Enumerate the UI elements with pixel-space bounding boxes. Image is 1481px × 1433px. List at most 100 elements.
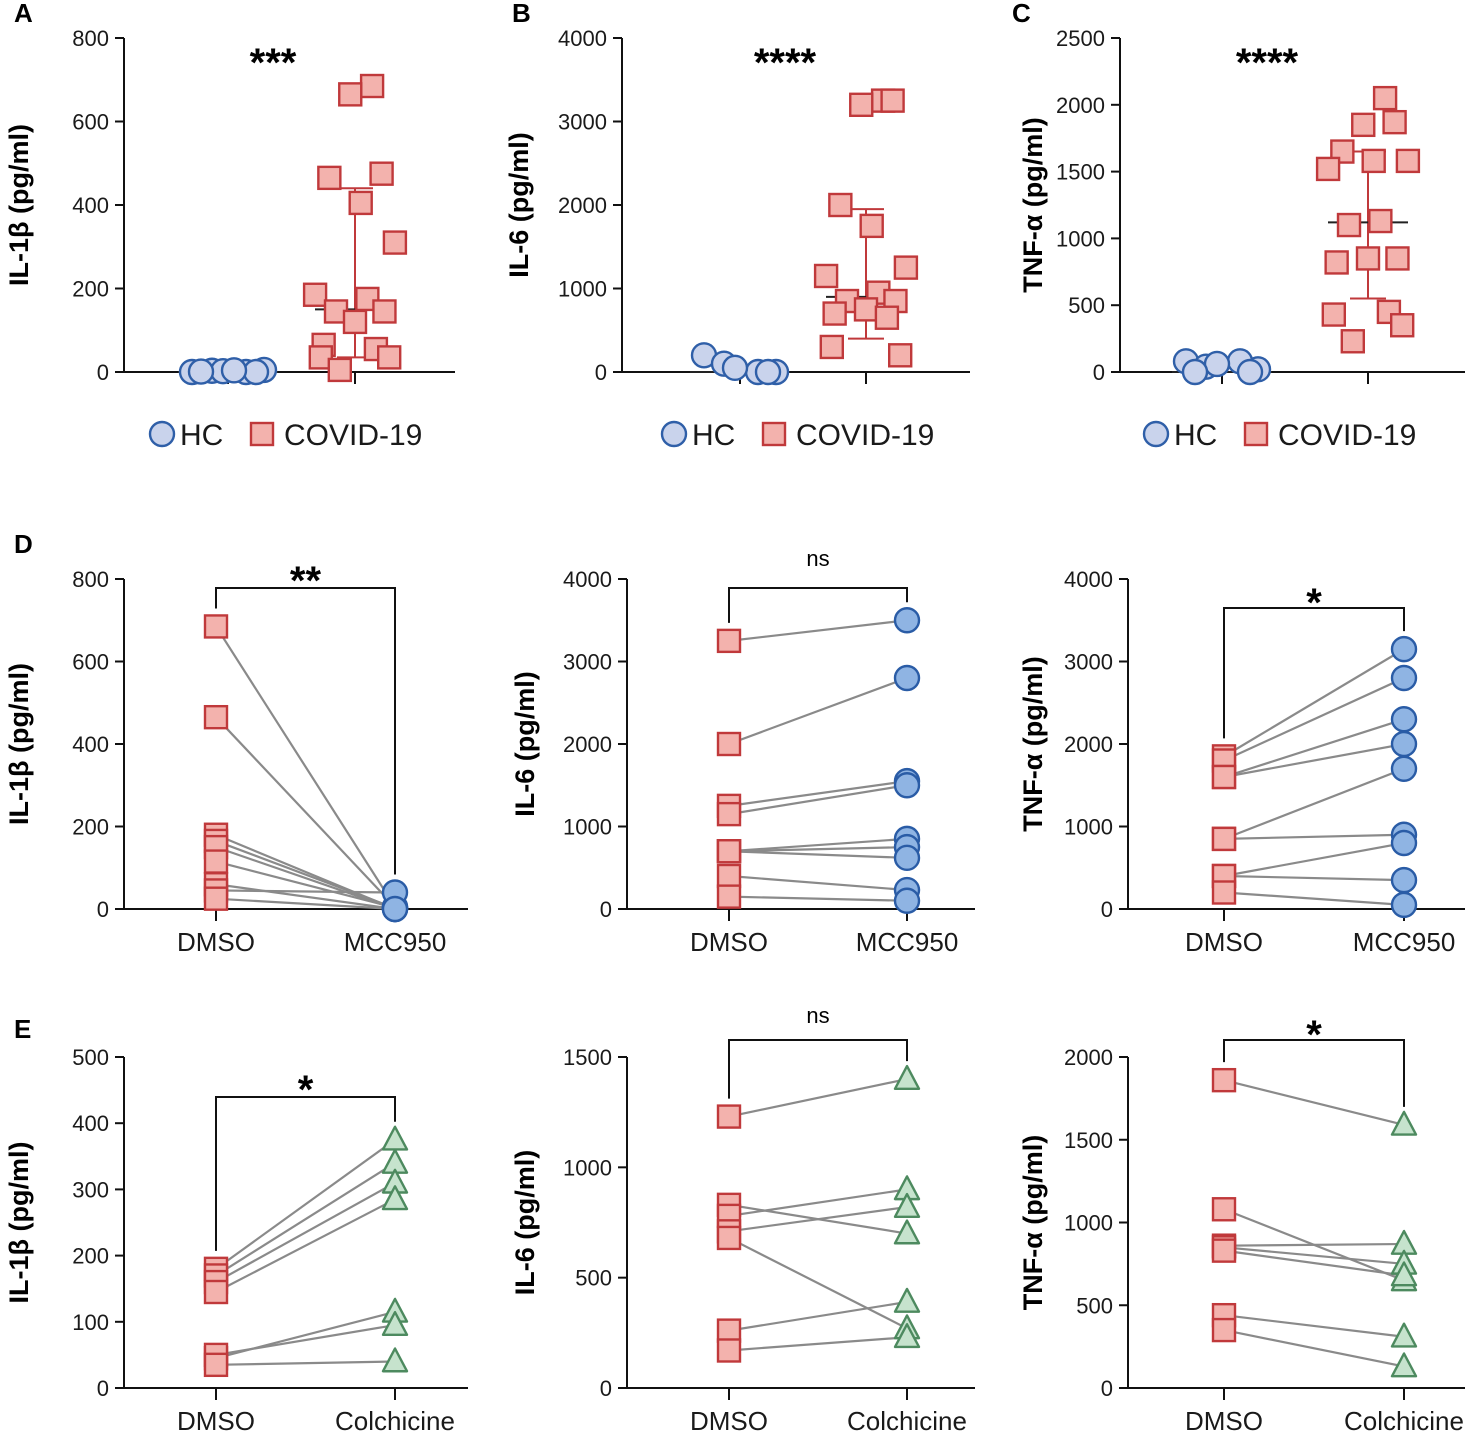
pair-line — [215, 889, 396, 894]
legend-covid-label: COVID-19 — [284, 419, 422, 452]
covid-point — [302, 282, 328, 307]
x-category-label: MCC950 — [856, 927, 959, 957]
significance-bracket — [215, 1096, 396, 1251]
dmso-point — [1211, 764, 1237, 790]
legend: HC COVID-19 — [148, 419, 422, 452]
y-tick-label: 0 — [1101, 1376, 1113, 1401]
y-tick-label: 400 — [72, 732, 109, 757]
x-category-label: DMSO — [177, 1406, 255, 1433]
covid-point — [880, 88, 905, 113]
mcc950-point — [381, 895, 409, 923]
hc-point — [1236, 358, 1264, 386]
legend-covid-marker — [249, 421, 275, 447]
mcc950-point — [1390, 664, 1418, 692]
y-tick-label: 3000 — [1064, 650, 1113, 675]
dmso-point — [203, 849, 229, 874]
colchicine-point — [381, 1185, 409, 1211]
dmso-point — [716, 628, 742, 654]
significance-label: * — [298, 1068, 314, 1112]
significance-label: **** — [754, 41, 817, 85]
pair-line — [728, 1336, 908, 1352]
pair-line — [215, 1324, 396, 1356]
mcc950-point — [893, 844, 921, 872]
y-tick-label: 4000 — [558, 26, 607, 51]
pair-line — [1223, 833, 1405, 840]
y-tick-label: 0 — [595, 360, 607, 385]
significance-label: * — [1306, 1013, 1322, 1057]
covid-point — [853, 297, 879, 322]
hc-point — [242, 358, 270, 386]
y-tick-label: 1500 — [1056, 160, 1105, 185]
covid-point — [348, 190, 373, 216]
chart-e1: E 0 100 200 300 400 500 IL-1β (pg/ml) DMSO Colchi… — [4, 1014, 468, 1433]
pair-line — [728, 895, 908, 902]
y-tick-label: 600 — [72, 110, 109, 135]
significance-label: *** — [250, 41, 297, 85]
colchicine-point — [381, 1125, 409, 1151]
y-axis-label: IL-6 (pg/ml) — [510, 1150, 540, 1295]
pair-line — [1223, 1079, 1405, 1126]
significance-bracket — [215, 587, 396, 875]
colchicine-point — [893, 1323, 921, 1349]
covid-point — [1336, 212, 1362, 238]
y-tick-label: 500 — [1076, 1293, 1113, 1318]
chart-e2: 0 500 1000 1500 IL-6 (pg/ml) DMSO Colchicine ns — [510, 1003, 975, 1433]
pair-line — [728, 784, 908, 816]
dmso-point — [716, 839, 742, 864]
covid-point — [1389, 313, 1415, 338]
legend-hc-label: HC — [1174, 419, 1217, 452]
y-tick-label: 4000 — [563, 567, 612, 592]
pair-line — [215, 1161, 396, 1277]
dmso-point — [716, 1338, 742, 1363]
covid-point — [1372, 85, 1398, 111]
mcc950-point — [1390, 829, 1418, 857]
y-tick-label: 4000 — [1064, 567, 1113, 592]
mcc950-point — [1390, 706, 1418, 733]
mcc950-point — [893, 607, 921, 634]
legend-covid-label: COVID-19 — [796, 419, 934, 452]
y-tick-label: 1000 — [1056, 226, 1105, 251]
significance-bracket — [1223, 1039, 1405, 1107]
covid-point — [342, 309, 368, 335]
x-category-label: DMSO — [1185, 1406, 1263, 1433]
covid-point — [338, 82, 363, 107]
legend-hc-label: HC — [180, 419, 223, 452]
y-tick-label: 0 — [97, 897, 109, 922]
y-tick-label: 2000 — [563, 732, 612, 757]
y-tick-label: 0 — [97, 360, 109, 385]
significance-label: * — [1306, 581, 1322, 625]
covid-point — [828, 192, 853, 218]
covid-point — [1385, 246, 1410, 271]
x-category-label: Colchicine — [1344, 1406, 1464, 1433]
significance-bracket — [728, 1039, 908, 1099]
y-tick-label: 3000 — [558, 110, 607, 135]
chart-a: A 0 200 400 600 800 IL-1β (pg/ml) *** HC COVID-19 — [4, 0, 455, 452]
y-tick-label: 2000 — [1064, 732, 1113, 757]
covid-point — [859, 213, 884, 239]
pair-line — [215, 883, 396, 911]
chart-b: B 0 1000 2000 3000 4000 IL-6 (pg/ml) **** HC COVI… — [504, 0, 970, 452]
mcc950-point — [1390, 755, 1418, 782]
y-axis-label: IL-6 (pg/ml) — [504, 132, 534, 277]
legend-covid-marker — [1243, 421, 1269, 447]
panel-label: A — [14, 0, 33, 28]
legend-hc-marker — [660, 420, 688, 448]
y-tick-label: 2500 — [1056, 26, 1105, 51]
y-tick-label: 0 — [600, 1376, 612, 1401]
pair-line — [215, 1360, 396, 1366]
x-category-label: DMSO — [1185, 927, 1263, 957]
dmso-point — [716, 801, 742, 827]
pair-line — [728, 676, 908, 746]
legend: HC COVID-19 — [660, 419, 934, 452]
covid-point — [888, 343, 913, 368]
hc-point — [721, 354, 749, 382]
pair-line — [1223, 718, 1405, 779]
covid-point — [372, 299, 397, 324]
mcc950-point — [893, 887, 921, 914]
legend-covid-label: COVID-19 — [1278, 419, 1416, 452]
pair-line — [728, 837, 908, 853]
y-axis-label: IL-1β (pg/ml) — [4, 663, 34, 825]
y-tick-label: 400 — [72, 1111, 109, 1136]
covid-point — [1321, 302, 1347, 327]
pair-line — [1223, 1314, 1405, 1338]
